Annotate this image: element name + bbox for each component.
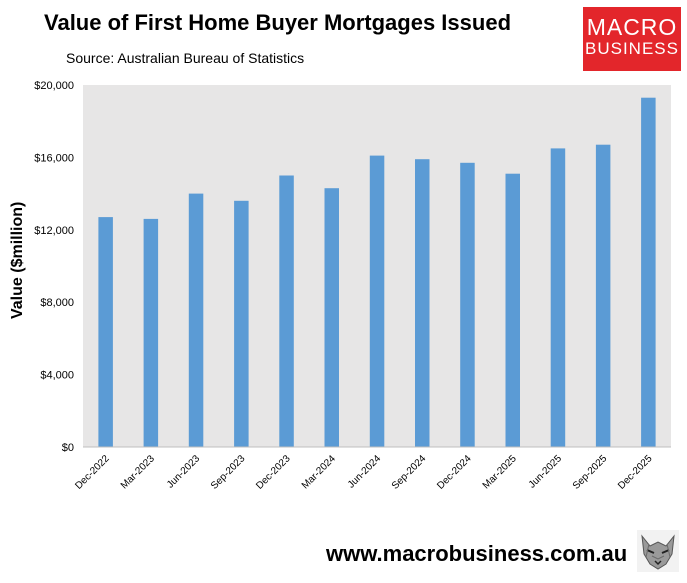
x-tick-label: Dec-2022 [73, 453, 112, 492]
logo-line-macro: MACRO [586, 14, 678, 40]
bar-dec-2023 [279, 175, 294, 447]
y-tick-label: $0 [62, 442, 74, 454]
bar-jun-2023 [188, 193, 204, 447]
bar-mar-2023 [143, 218, 159, 447]
x-tick-label: Jun-2025 [527, 453, 565, 491]
y-tick-label: $20,000 [34, 80, 74, 92]
bar-dec-2025 [641, 97, 656, 447]
y-tick-label: $4,000 [40, 370, 74, 382]
bar-sep-2024 [415, 159, 430, 447]
bar-dec-2024 [460, 162, 475, 448]
macrobusiness-logo: MACRO BUSINESS [583, 7, 681, 71]
x-tick-label: Mar-2024 [300, 453, 338, 491]
bar-dec-2022 [98, 217, 113, 447]
y-tick-label: $8,000 [40, 297, 74, 309]
logo-line-business: BUSINESS [585, 39, 679, 58]
x-tick-label: Dec-2023 [254, 453, 293, 492]
chart-title: Value of First Home Buyer Mortgages Issu… [44, 10, 512, 35]
wolf-logo-icon [637, 530, 679, 572]
footer-url: www.macrobusiness.com.au [326, 541, 628, 566]
bar-jun-2025 [550, 148, 566, 447]
x-tick-label: Sep-2023 [209, 453, 248, 492]
x-tick-label: Mar-2023 [119, 453, 157, 491]
x-tick-label: Sep-2024 [390, 453, 429, 492]
bars [98, 97, 656, 448]
y-axis: $0 $4,000 $8,000 $12,000 $16,000 $20,000 [34, 80, 74, 454]
bar-mar-2025 [505, 173, 520, 447]
x-tick-label: Jun-2023 [165, 453, 203, 491]
x-tick-label: Mar-2025 [481, 453, 519, 491]
x-tick-label: Sep-2025 [571, 453, 610, 492]
x-tick-label: Dec-2024 [435, 453, 474, 492]
y-axis-label: Value ($million) [9, 201, 26, 319]
bar-sep-2025 [595, 144, 611, 447]
y-tick-label: $16,000 [34, 152, 74, 164]
x-tick-label: Jun-2024 [346, 453, 384, 491]
chart-subtitle: Source: Australian Bureau of Statistics [66, 50, 305, 66]
x-tick-label: Dec-2025 [616, 453, 655, 492]
bar-mar-2024 [324, 188, 339, 447]
bar-jun-2024 [369, 155, 385, 447]
y-tick-label: $12,000 [34, 225, 74, 237]
bar-sep-2023 [234, 200, 249, 447]
x-axis: Dec-2022 Mar-2023 Jun-2023 Sep-2023 Dec-2023… [73, 446, 671, 492]
